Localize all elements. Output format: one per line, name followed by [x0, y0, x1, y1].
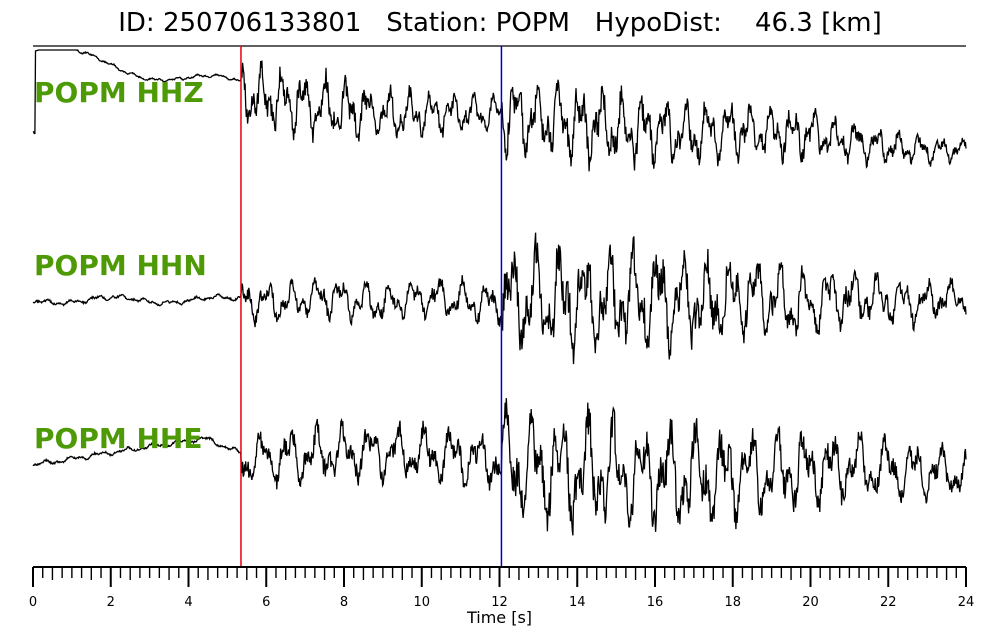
x-tick-label: 4: [184, 595, 192, 610]
x-tick-label: 22: [880, 595, 897, 610]
x-tick-label: 0: [29, 595, 37, 610]
time-axis: 0 2 4 6 8 10 12 14 16 18 20 22 24 Time [s]: [29, 567, 974, 627]
trace-label-popm-hhe: POPM HHE: [34, 422, 202, 455]
x-tick-label: 20: [802, 595, 819, 610]
x-tick-label: 2: [107, 595, 115, 610]
trace-labels-group: POPM HHZ POPM HHN POPM HHE: [34, 76, 207, 455]
x-axis-label: Time [s]: [466, 608, 532, 627]
x-tick-label: 24: [958, 595, 975, 610]
x-ticks-group: 0 2 4 6 8 10 12 14 16 18 20 22 24: [29, 567, 974, 610]
trace-popm-hhz: [33, 50, 966, 171]
x-tick-label: 14: [569, 595, 586, 610]
trace-popm-hhe: [33, 398, 966, 535]
x-tick-label: 10: [413, 595, 430, 610]
x-tick-label: 16: [647, 595, 664, 610]
x-tick-label: 6: [262, 595, 270, 610]
trace-label-popm-hhn: POPM HHN: [34, 249, 207, 282]
traces-group: [33, 50, 966, 535]
trace-label-popm-hhz: POPM HHZ: [34, 76, 204, 109]
x-tick-label: 18: [724, 595, 741, 610]
x-tick-label: 8: [340, 595, 348, 610]
